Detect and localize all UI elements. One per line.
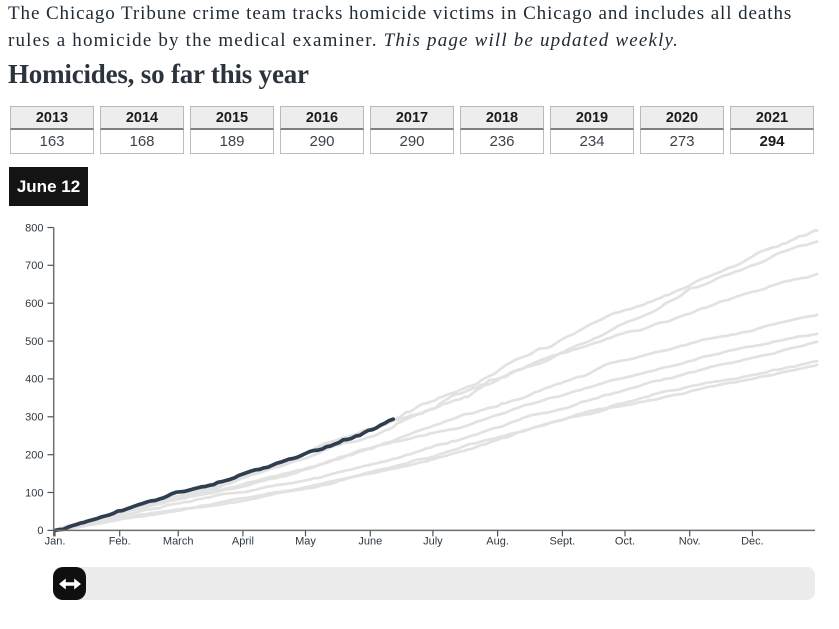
svg-text:0: 0: [37, 525, 43, 537]
svg-text:600: 600: [25, 298, 43, 310]
svg-text:Oct.: Oct.: [615, 536, 635, 548]
svg-text:400: 400: [25, 374, 43, 386]
svg-text:Sept.: Sept.: [550, 536, 576, 548]
svg-text:Jan.: Jan.: [45, 536, 66, 548]
svg-text:June: June: [358, 536, 382, 548]
svg-text:100: 100: [25, 487, 43, 499]
svg-text:200: 200: [25, 450, 43, 462]
svg-text:Aug.: Aug.: [486, 536, 509, 548]
svg-text:May: May: [295, 536, 316, 548]
svg-text:500: 500: [25, 336, 43, 348]
svg-text:Dec.: Dec.: [741, 536, 764, 548]
svg-text:Feb.: Feb.: [109, 536, 131, 548]
svg-text:700: 700: [25, 260, 43, 272]
svg-text:300: 300: [25, 412, 43, 424]
svg-text:April: April: [232, 536, 254, 548]
svg-text:800: 800: [25, 222, 43, 234]
svg-text:July: July: [423, 536, 443, 548]
svg-text:Nov.: Nov.: [679, 536, 701, 548]
svg-text:March: March: [163, 536, 194, 548]
